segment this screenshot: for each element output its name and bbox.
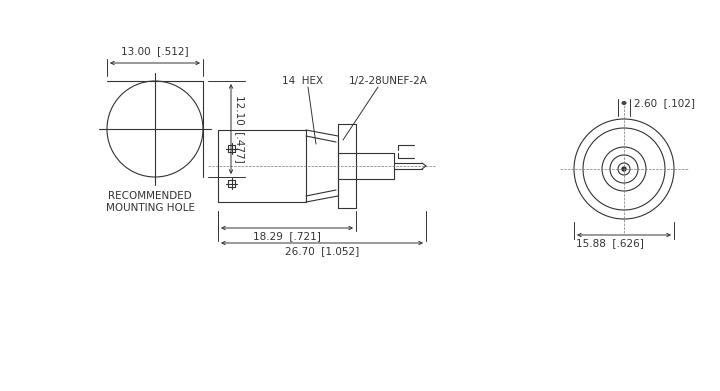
Text: 2.60  [.102]: 2.60 [.102] [634,98,695,108]
Text: 1/2-28UNEF-2A: 1/2-28UNEF-2A [348,76,428,86]
Text: 15.88  [.626]: 15.88 [.626] [576,238,644,248]
Text: 18.29  [.721]: 18.29 [.721] [253,231,321,241]
Circle shape [622,167,626,171]
Text: 26.70  [1.052]: 26.70 [1.052] [285,246,359,256]
Bar [218,130,306,202]
Text: 13.00  [.512]: 13.00 [.512] [121,46,189,56]
Text: RECOMMENDED
MOUNTING HOLE: RECOMMENDED MOUNTING HOLE [106,191,194,213]
Text: 14  HEX: 14 HEX [282,76,323,86]
Text: 12.10  [.477]: 12.10 [.477] [235,95,245,163]
